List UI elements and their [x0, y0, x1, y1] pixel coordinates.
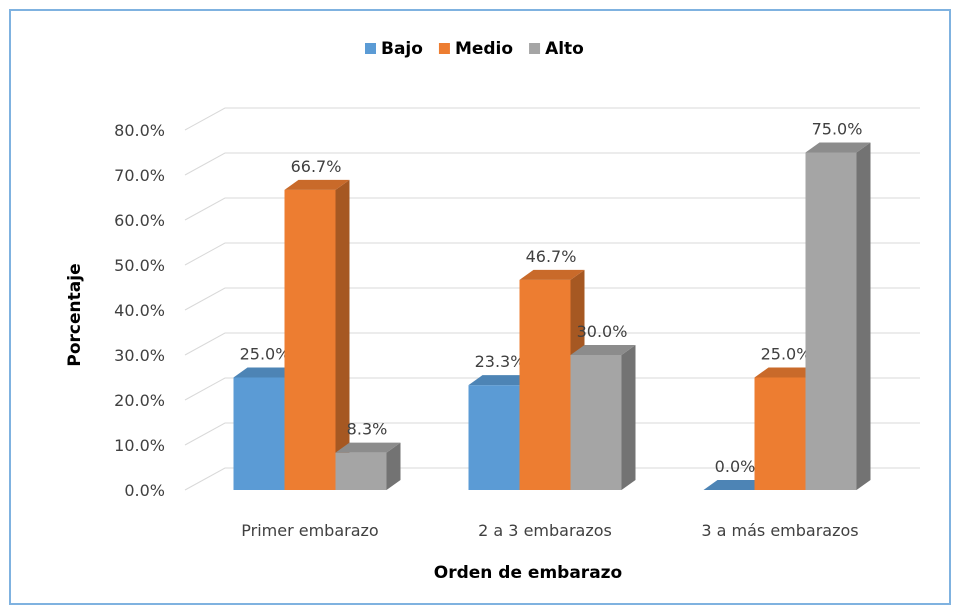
grid-line	[184, 332, 920, 356]
y-axis-title: Porcentaje	[65, 263, 85, 366]
grid-line	[184, 152, 920, 176]
y-tick-label: 70.0%	[114, 166, 165, 185]
bar	[570, 355, 622, 490]
y-tick-label: 80.0%	[114, 121, 165, 140]
chart-frame	[9, 9, 951, 605]
data-label: 46.7%	[526, 247, 577, 266]
data-label: 25.0%	[761, 345, 812, 364]
bar-top	[703, 480, 769, 490]
bar-top	[519, 269, 585, 280]
legend-label: Alto	[545, 39, 584, 59]
bar	[233, 377, 285, 490]
x-tick-label: 2 a 3 embarazos	[478, 521, 612, 540]
grid-line	[184, 377, 920, 401]
grid-line	[184, 107, 920, 131]
data-label: 30.0%	[577, 322, 628, 341]
y-tick-label: 10.0%	[114, 436, 165, 455]
data-label: 0.0%	[715, 457, 756, 476]
y-tick-label: 20.0%	[114, 391, 165, 410]
bar	[519, 279, 571, 490]
legend-swatch	[365, 43, 376, 54]
bar-top	[570, 345, 636, 355]
bar-top	[233, 367, 299, 378]
y-tick-label: 50.0%	[114, 256, 165, 275]
bar	[805, 152, 857, 490]
bar-top	[335, 442, 401, 453]
x-axis-title: Orden de embarazo	[434, 563, 623, 583]
bar	[335, 452, 387, 490]
bar-top	[805, 142, 871, 153]
y-tick-label: 30.0%	[114, 346, 165, 365]
legend-swatch	[438, 43, 450, 54]
y-tick-label: 40.0%	[114, 301, 165, 320]
grid-line	[184, 242, 920, 266]
bar-side	[386, 442, 401, 490]
data-label: 25.0%	[240, 345, 291, 364]
data-label: 66.7%	[291, 157, 342, 176]
bar-side	[856, 142, 871, 490]
grid-line	[184, 467, 920, 491]
data-label: 23.3%	[475, 352, 526, 371]
x-tick-label: Primer embarazo	[241, 521, 378, 540]
bar	[284, 189, 336, 490]
bar	[754, 377, 806, 490]
grid-line	[184, 287, 920, 311]
bar-side	[335, 179, 350, 490]
bar	[468, 385, 520, 490]
legend-label: Medio	[455, 39, 513, 59]
legend-label: Bajo	[381, 39, 423, 59]
bar-top	[754, 367, 820, 378]
grid-line	[184, 197, 920, 221]
bar-side	[621, 345, 636, 490]
data-label: 75.0%	[812, 120, 863, 139]
grid-line	[184, 422, 920, 446]
bar-top	[284, 179, 350, 190]
bar-top	[468, 375, 534, 386]
x-tick-label: 3 a más embarazos	[701, 521, 858, 540]
y-tick-label: 60.0%	[114, 211, 165, 230]
legend-swatch	[529, 43, 541, 54]
y-tick-label: 0.0%	[124, 481, 165, 500]
data-label: 8.3%	[347, 420, 388, 439]
